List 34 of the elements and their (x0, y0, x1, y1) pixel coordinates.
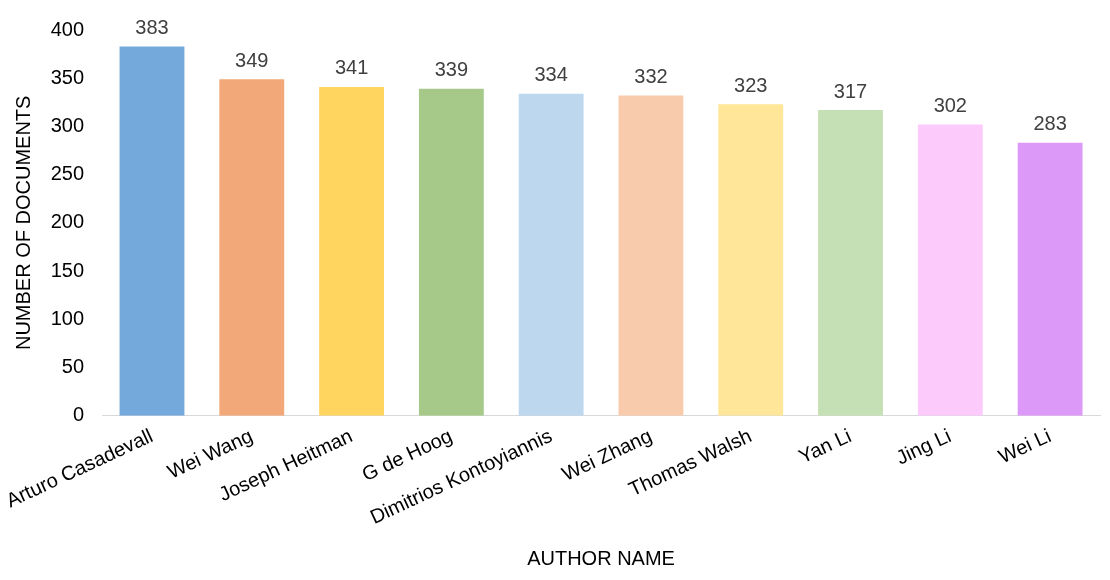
data-label: 302 (933, 94, 967, 116)
bar (618, 95, 684, 416)
data-label: 317 (833, 79, 868, 102)
y-tick-label: 400 (50, 17, 85, 40)
y-tick-label: 100 (50, 306, 85, 329)
data-label: 332 (634, 65, 668, 88)
y-tick-label: 250 (50, 162, 85, 185)
x-axis-title: AUTHOR NAME (527, 546, 675, 569)
y-tick-label: 0 (72, 403, 85, 426)
data-label: 383 (135, 15, 169, 38)
bar (219, 79, 285, 416)
x-tick-label: Jing Li (892, 424, 955, 469)
data-label: 349 (235, 48, 269, 71)
data-label: 341 (334, 56, 369, 79)
bar (418, 88, 484, 416)
y-axis-title: NUMBER OF DOCUMENTS (12, 95, 35, 351)
y-tick-label: 150 (50, 258, 85, 281)
bar (518, 93, 584, 416)
x-tick-label: Yan Li (795, 424, 855, 468)
y-tick-label: 200 (50, 210, 85, 233)
data-label: 323 (734, 73, 768, 96)
x-tick-label: Wei Li (994, 424, 1055, 468)
data-label: 283 (1033, 112, 1067, 135)
bar (119, 46, 185, 416)
y-tick-label: 50 (61, 354, 85, 377)
data-label: 334 (534, 63, 568, 86)
bar (1017, 142, 1083, 416)
data-label: 339 (434, 58, 469, 81)
bar (718, 104, 784, 416)
bar (319, 86, 384, 416)
bar (818, 110, 883, 416)
y-tick-label: 300 (50, 113, 85, 136)
bar (917, 124, 983, 416)
y-tick-label: 350 (50, 65, 85, 88)
